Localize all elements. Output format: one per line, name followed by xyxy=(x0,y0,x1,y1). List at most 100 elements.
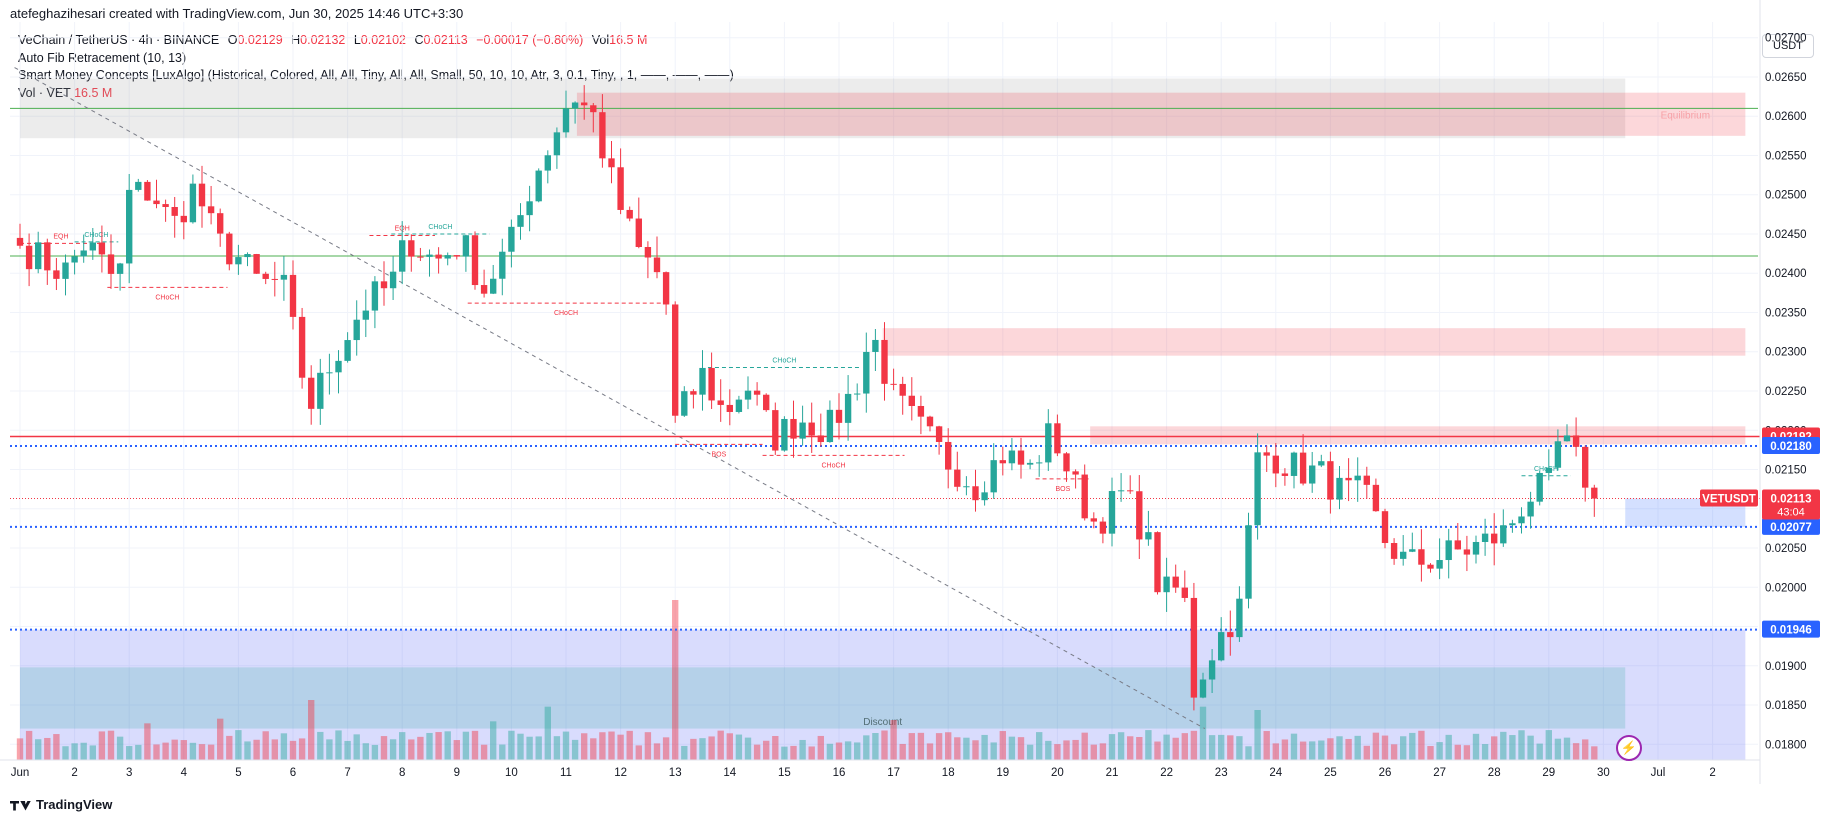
volume-bar xyxy=(854,742,861,760)
candle-body xyxy=(1327,461,1334,500)
x-tick-label: 29 xyxy=(1542,767,1555,779)
candle-body xyxy=(681,391,688,416)
volume-bar xyxy=(280,733,288,760)
candle xyxy=(1136,475,1143,560)
candle-body xyxy=(226,233,233,265)
candle xyxy=(562,90,570,138)
x-tick-label: 13 xyxy=(669,767,682,779)
volume-bar xyxy=(1090,744,1097,760)
candle xyxy=(535,168,542,203)
candle-body xyxy=(1190,597,1198,698)
lightning-icon[interactable]: ⚡ xyxy=(1616,735,1642,761)
candle-body xyxy=(1427,564,1434,569)
candle xyxy=(399,221,406,285)
candle-body xyxy=(1336,477,1343,500)
volume-bar xyxy=(262,731,269,760)
candle-body xyxy=(1463,549,1471,555)
candle-body xyxy=(25,245,33,270)
candle-body xyxy=(1472,541,1480,555)
volume-bar xyxy=(781,746,788,760)
price-tag-bg xyxy=(1762,620,1820,638)
symbol-tag-label: VETUSDT xyxy=(1702,494,1756,506)
candle-body xyxy=(1536,472,1543,502)
x-tick-label: 25 xyxy=(1324,767,1337,779)
candle-body xyxy=(581,102,588,106)
candle-body xyxy=(280,274,288,280)
volume-bar xyxy=(717,730,724,760)
volume-bar xyxy=(1036,732,1043,760)
volume-bar xyxy=(289,740,297,760)
candle-body xyxy=(954,469,961,487)
candle xyxy=(863,332,870,413)
candle xyxy=(581,85,588,120)
candle-body xyxy=(1572,435,1580,447)
candle-body xyxy=(480,285,488,294)
candle xyxy=(280,256,288,301)
volume-bar xyxy=(1181,733,1188,760)
y-tick-label: 0.02600 xyxy=(1765,111,1807,123)
volume-bar xyxy=(517,733,524,760)
x-tick-label: 9 xyxy=(454,767,460,779)
volume-bar xyxy=(1354,735,1361,760)
volume-bar xyxy=(890,720,897,760)
candle-body xyxy=(1045,423,1052,463)
volume-bar xyxy=(908,733,915,760)
candle xyxy=(835,393,843,440)
x-tick-label: 2 xyxy=(1709,767,1715,779)
open-label: O xyxy=(227,33,238,47)
candle-body xyxy=(1390,543,1398,559)
candle-body xyxy=(16,237,24,246)
candle xyxy=(1163,557,1170,612)
indicator-volume[interactable]: Vol · VET 16.5 M xyxy=(18,85,734,103)
candle-body xyxy=(1281,473,1289,476)
volume-bar xyxy=(1117,732,1125,760)
volume-bar xyxy=(590,738,597,760)
structure-label: CHoCH xyxy=(821,462,845,469)
candle xyxy=(1227,610,1234,656)
volume-bar xyxy=(1572,743,1580,760)
candle-body xyxy=(1582,446,1589,488)
volume-bar xyxy=(380,736,388,760)
candle-body xyxy=(817,435,824,443)
volume-bar xyxy=(917,732,925,760)
volume-bar xyxy=(80,742,87,760)
indicator-smc[interactable]: Smart Money Concepts [LuxAlgo] (Historic… xyxy=(18,68,734,82)
candle xyxy=(1254,433,1261,540)
volume-bar xyxy=(471,730,479,760)
candle-body xyxy=(326,372,333,374)
symbol-name[interactable]: VeChain / TetherUS · 4h · BINANCE xyxy=(18,33,220,47)
y-tick-label: 0.02550 xyxy=(1765,150,1807,162)
candle xyxy=(644,241,652,279)
candle xyxy=(1127,475,1134,494)
volume-bar xyxy=(1281,739,1289,760)
volume-bar xyxy=(98,731,106,760)
price-lines xyxy=(10,67,1760,730)
high-label: H xyxy=(291,33,301,47)
candle-body xyxy=(1299,452,1307,484)
volume-bar xyxy=(844,741,852,760)
candle-body xyxy=(1199,679,1207,698)
zone-label: Equilibrium xyxy=(1661,110,1710,121)
candle-body xyxy=(435,254,442,259)
candle-body xyxy=(1309,465,1316,484)
candle-body xyxy=(1318,461,1325,466)
candle-body xyxy=(80,250,87,257)
volume-bar xyxy=(999,731,1006,760)
candle xyxy=(180,201,187,240)
volume-bar xyxy=(326,739,333,760)
x-tick-label: Jul xyxy=(1651,767,1666,779)
candle xyxy=(626,206,633,222)
candle xyxy=(954,451,961,492)
candle xyxy=(262,271,269,285)
volume-bar xyxy=(1290,733,1298,760)
volume-bar xyxy=(1481,744,1489,760)
indicator-fib[interactable]: Auto Fib Retracement (10, 13) xyxy=(18,50,187,65)
currency-button[interactable]: USDT xyxy=(1762,34,1814,58)
candle xyxy=(844,375,852,441)
candle-body xyxy=(335,360,342,373)
candle-body xyxy=(135,181,142,190)
candle-body xyxy=(890,383,897,385)
candle-body xyxy=(863,351,870,394)
candle xyxy=(71,249,78,275)
